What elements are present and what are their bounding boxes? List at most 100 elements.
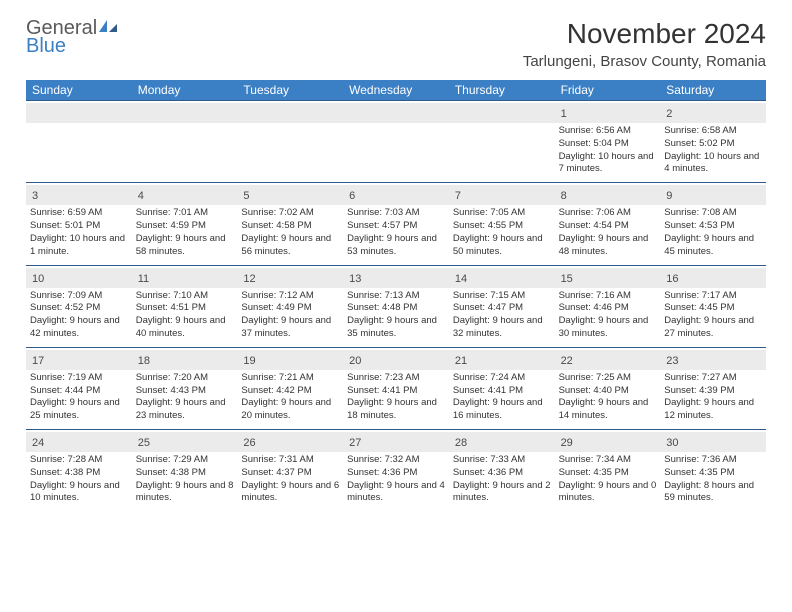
- day-number: 5: [243, 190, 249, 202]
- day-number: 7: [455, 190, 461, 202]
- day-details: Sunrise: 7:36 AMSunset: 4:35 PMDaylight:…: [664, 454, 762, 505]
- day-details: Sunrise: 7:28 AMSunset: 4:38 PMDaylight:…: [30, 454, 128, 505]
- daylight-text: Daylight: 9 hours and 20 minutes.: [241, 397, 339, 423]
- day-number-bar: 2: [660, 103, 766, 123]
- sunrise-text: Sunrise: 7:29 AM: [136, 454, 234, 467]
- calendar: Sunday Monday Tuesday Wednesday Thursday…: [26, 80, 766, 511]
- calendar-day: 20Sunrise: 7:23 AMSunset: 4:41 PMDayligh…: [343, 348, 449, 429]
- day-number: 2: [666, 108, 672, 120]
- day-number: 15: [561, 273, 573, 285]
- calendar-day: 16Sunrise: 7:17 AMSunset: 4:45 PMDayligh…: [660, 266, 766, 347]
- calendar-day: 0: [343, 101, 449, 182]
- calendar-day: 17Sunrise: 7:19 AMSunset: 4:44 PMDayligh…: [26, 348, 132, 429]
- weekday-header: Tuesday: [237, 80, 343, 100]
- calendar-day: 25Sunrise: 7:29 AMSunset: 4:38 PMDayligh…: [132, 430, 238, 511]
- sunrise-text: Sunrise: 7:27 AM: [664, 372, 762, 385]
- sunset-text: Sunset: 4:37 PM: [241, 467, 339, 480]
- calendar-day: 1Sunrise: 6:56 AMSunset: 5:04 PMDaylight…: [555, 101, 661, 182]
- calendar-day: 3Sunrise: 6:59 AMSunset: 5:01 PMDaylight…: [26, 183, 132, 264]
- day-details: Sunrise: 7:32 AMSunset: 4:36 PMDaylight:…: [347, 454, 445, 505]
- sunrise-text: Sunrise: 7:21 AM: [241, 372, 339, 385]
- sunset-text: Sunset: 5:04 PM: [559, 138, 657, 151]
- daylight-text: Daylight: 8 hours and 59 minutes.: [664, 480, 762, 506]
- sunrise-text: Sunrise: 7:32 AM: [347, 454, 445, 467]
- calendar-day: 0: [449, 101, 555, 182]
- sunrise-text: Sunrise: 6:59 AM: [30, 207, 128, 220]
- sunrise-text: Sunrise: 7:17 AM: [664, 290, 762, 303]
- calendar-day: 28Sunrise: 7:33 AMSunset: 4:36 PMDayligh…: [449, 430, 555, 511]
- sunset-text: Sunset: 4:40 PM: [559, 385, 657, 398]
- daylight-text: Daylight: 9 hours and 30 minutes.: [559, 315, 657, 341]
- sunset-text: Sunset: 4:51 PM: [136, 302, 234, 315]
- calendar-day: 15Sunrise: 7:16 AMSunset: 4:46 PMDayligh…: [555, 266, 661, 347]
- day-number-bar: 11: [132, 268, 238, 288]
- weekday-header: Friday: [555, 80, 661, 100]
- day-details: Sunrise: 7:29 AMSunset: 4:38 PMDaylight:…: [136, 454, 234, 505]
- day-details: Sunrise: 7:12 AMSunset: 4:49 PMDaylight:…: [241, 290, 339, 341]
- day-number: 24: [32, 437, 44, 449]
- calendar-week: 000001Sunrise: 6:56 AMSunset: 5:04 PMDay…: [26, 100, 766, 182]
- day-details: Sunrise: 7:01 AMSunset: 4:59 PMDaylight:…: [136, 207, 234, 258]
- day-number-bar: 25: [132, 432, 238, 452]
- daylight-text: Daylight: 10 hours and 4 minutes.: [664, 151, 762, 177]
- sunrise-text: Sunrise: 7:02 AM: [241, 207, 339, 220]
- day-number: 29: [561, 437, 573, 449]
- sunrise-text: Sunrise: 7:09 AM: [30, 290, 128, 303]
- daylight-text: Daylight: 9 hours and 25 minutes.: [30, 397, 128, 423]
- calendar-day: 19Sunrise: 7:21 AMSunset: 4:42 PMDayligh…: [237, 348, 343, 429]
- daylight-text: Daylight: 9 hours and 40 minutes.: [136, 315, 234, 341]
- daylight-text: Daylight: 9 hours and 37 minutes.: [241, 315, 339, 341]
- day-details: Sunrise: 7:25 AMSunset: 4:40 PMDaylight:…: [559, 372, 657, 423]
- sunrise-text: Sunrise: 7:16 AM: [559, 290, 657, 303]
- calendar-week: 17Sunrise: 7:19 AMSunset: 4:44 PMDayligh…: [26, 347, 766, 429]
- weekday-header-row: Sunday Monday Tuesday Wednesday Thursday…: [26, 80, 766, 100]
- day-number: 21: [455, 355, 467, 367]
- day-number-bar: 3: [26, 185, 132, 205]
- day-number: 9: [666, 190, 672, 202]
- sunset-text: Sunset: 4:57 PM: [347, 220, 445, 233]
- daylight-text: Daylight: 9 hours and 8 minutes.: [136, 480, 234, 506]
- day-number: 26: [243, 437, 255, 449]
- day-details: Sunrise: 7:02 AMSunset: 4:58 PMDaylight:…: [241, 207, 339, 258]
- sunrise-text: Sunrise: 7:08 AM: [664, 207, 762, 220]
- day-number-bar: 0: [449, 103, 555, 123]
- sunrise-text: Sunrise: 7:15 AM: [453, 290, 551, 303]
- day-details: Sunrise: 7:21 AMSunset: 4:42 PMDaylight:…: [241, 372, 339, 423]
- day-number-bar: 24: [26, 432, 132, 452]
- calendar-week: 10Sunrise: 7:09 AMSunset: 4:52 PMDayligh…: [26, 265, 766, 347]
- daylight-text: Daylight: 9 hours and 10 minutes.: [30, 480, 128, 506]
- sunset-text: Sunset: 5:01 PM: [30, 220, 128, 233]
- day-number-bar: 27: [343, 432, 449, 452]
- sunrise-text: Sunrise: 7:10 AM: [136, 290, 234, 303]
- daylight-text: Daylight: 9 hours and 18 minutes.: [347, 397, 445, 423]
- sunset-text: Sunset: 4:41 PM: [347, 385, 445, 398]
- calendar-day: 26 Sunrise: 7:31 AMSunset: 4:37 PMDayligh…: [237, 430, 343, 511]
- daylight-text: Daylight: 9 hours and 42 minutes.: [30, 315, 128, 341]
- day-details: Sunrise: 7:31 AMSunset: 4:37 PMDaylight:…: [241, 454, 339, 505]
- day-number-bar: 15: [555, 268, 661, 288]
- day-details: Sunrise: 7:23 AMSunset: 4:41 PMDaylight:…: [347, 372, 445, 423]
- day-details: Sunrise: 7:19 AMSunset: 4:44 PMDaylight:…: [30, 372, 128, 423]
- calendar-day: 18Sunrise: 7:20 AMSunset: 4:43 PMDayligh…: [132, 348, 238, 429]
- sunset-text: Sunset: 4:36 PM: [453, 467, 551, 480]
- daylight-text: Daylight: 10 hours and 1 minute.: [30, 233, 128, 259]
- day-number-bar: 13: [343, 268, 449, 288]
- day-number: 1: [561, 108, 567, 120]
- sunset-text: Sunset: 4:38 PM: [30, 467, 128, 480]
- calendar-day: 30Sunrise: 7:36 AMSunset: 4:35 PMDayligh…: [660, 430, 766, 511]
- day-details: Sunrise: 6:59 AMSunset: 5:01 PMDaylight:…: [30, 207, 128, 258]
- day-number-bar: 26: [237, 432, 343, 452]
- page-title: November 2024: [523, 18, 766, 50]
- sunrise-text: Sunrise: 7:33 AM: [453, 454, 551, 467]
- day-number-bar: 22: [555, 350, 661, 370]
- day-details: Sunrise: 7:33 AMSunset: 4:36 PMDaylight:…: [453, 454, 551, 505]
- day-number-bar: 0: [343, 103, 449, 123]
- day-number: 23: [666, 355, 678, 367]
- day-number-bar: 8: [555, 185, 661, 205]
- sunset-text: Sunset: 4:38 PM: [136, 467, 234, 480]
- calendar-day: 11 Sunrise: 7:10 AMSunset: 4:51 PMDayligh…: [132, 266, 238, 347]
- day-details: Sunrise: 7:15 AMSunset: 4:47 PMDaylight:…: [453, 290, 551, 341]
- day-details: Sunrise: 7:24 AMSunset: 4:41 PMDaylight:…: [453, 372, 551, 423]
- day-number-bar: 14: [449, 268, 555, 288]
- calendar-day: 5 Sunrise: 7:02 AMSunset: 4:58 PMDaylight…: [237, 183, 343, 264]
